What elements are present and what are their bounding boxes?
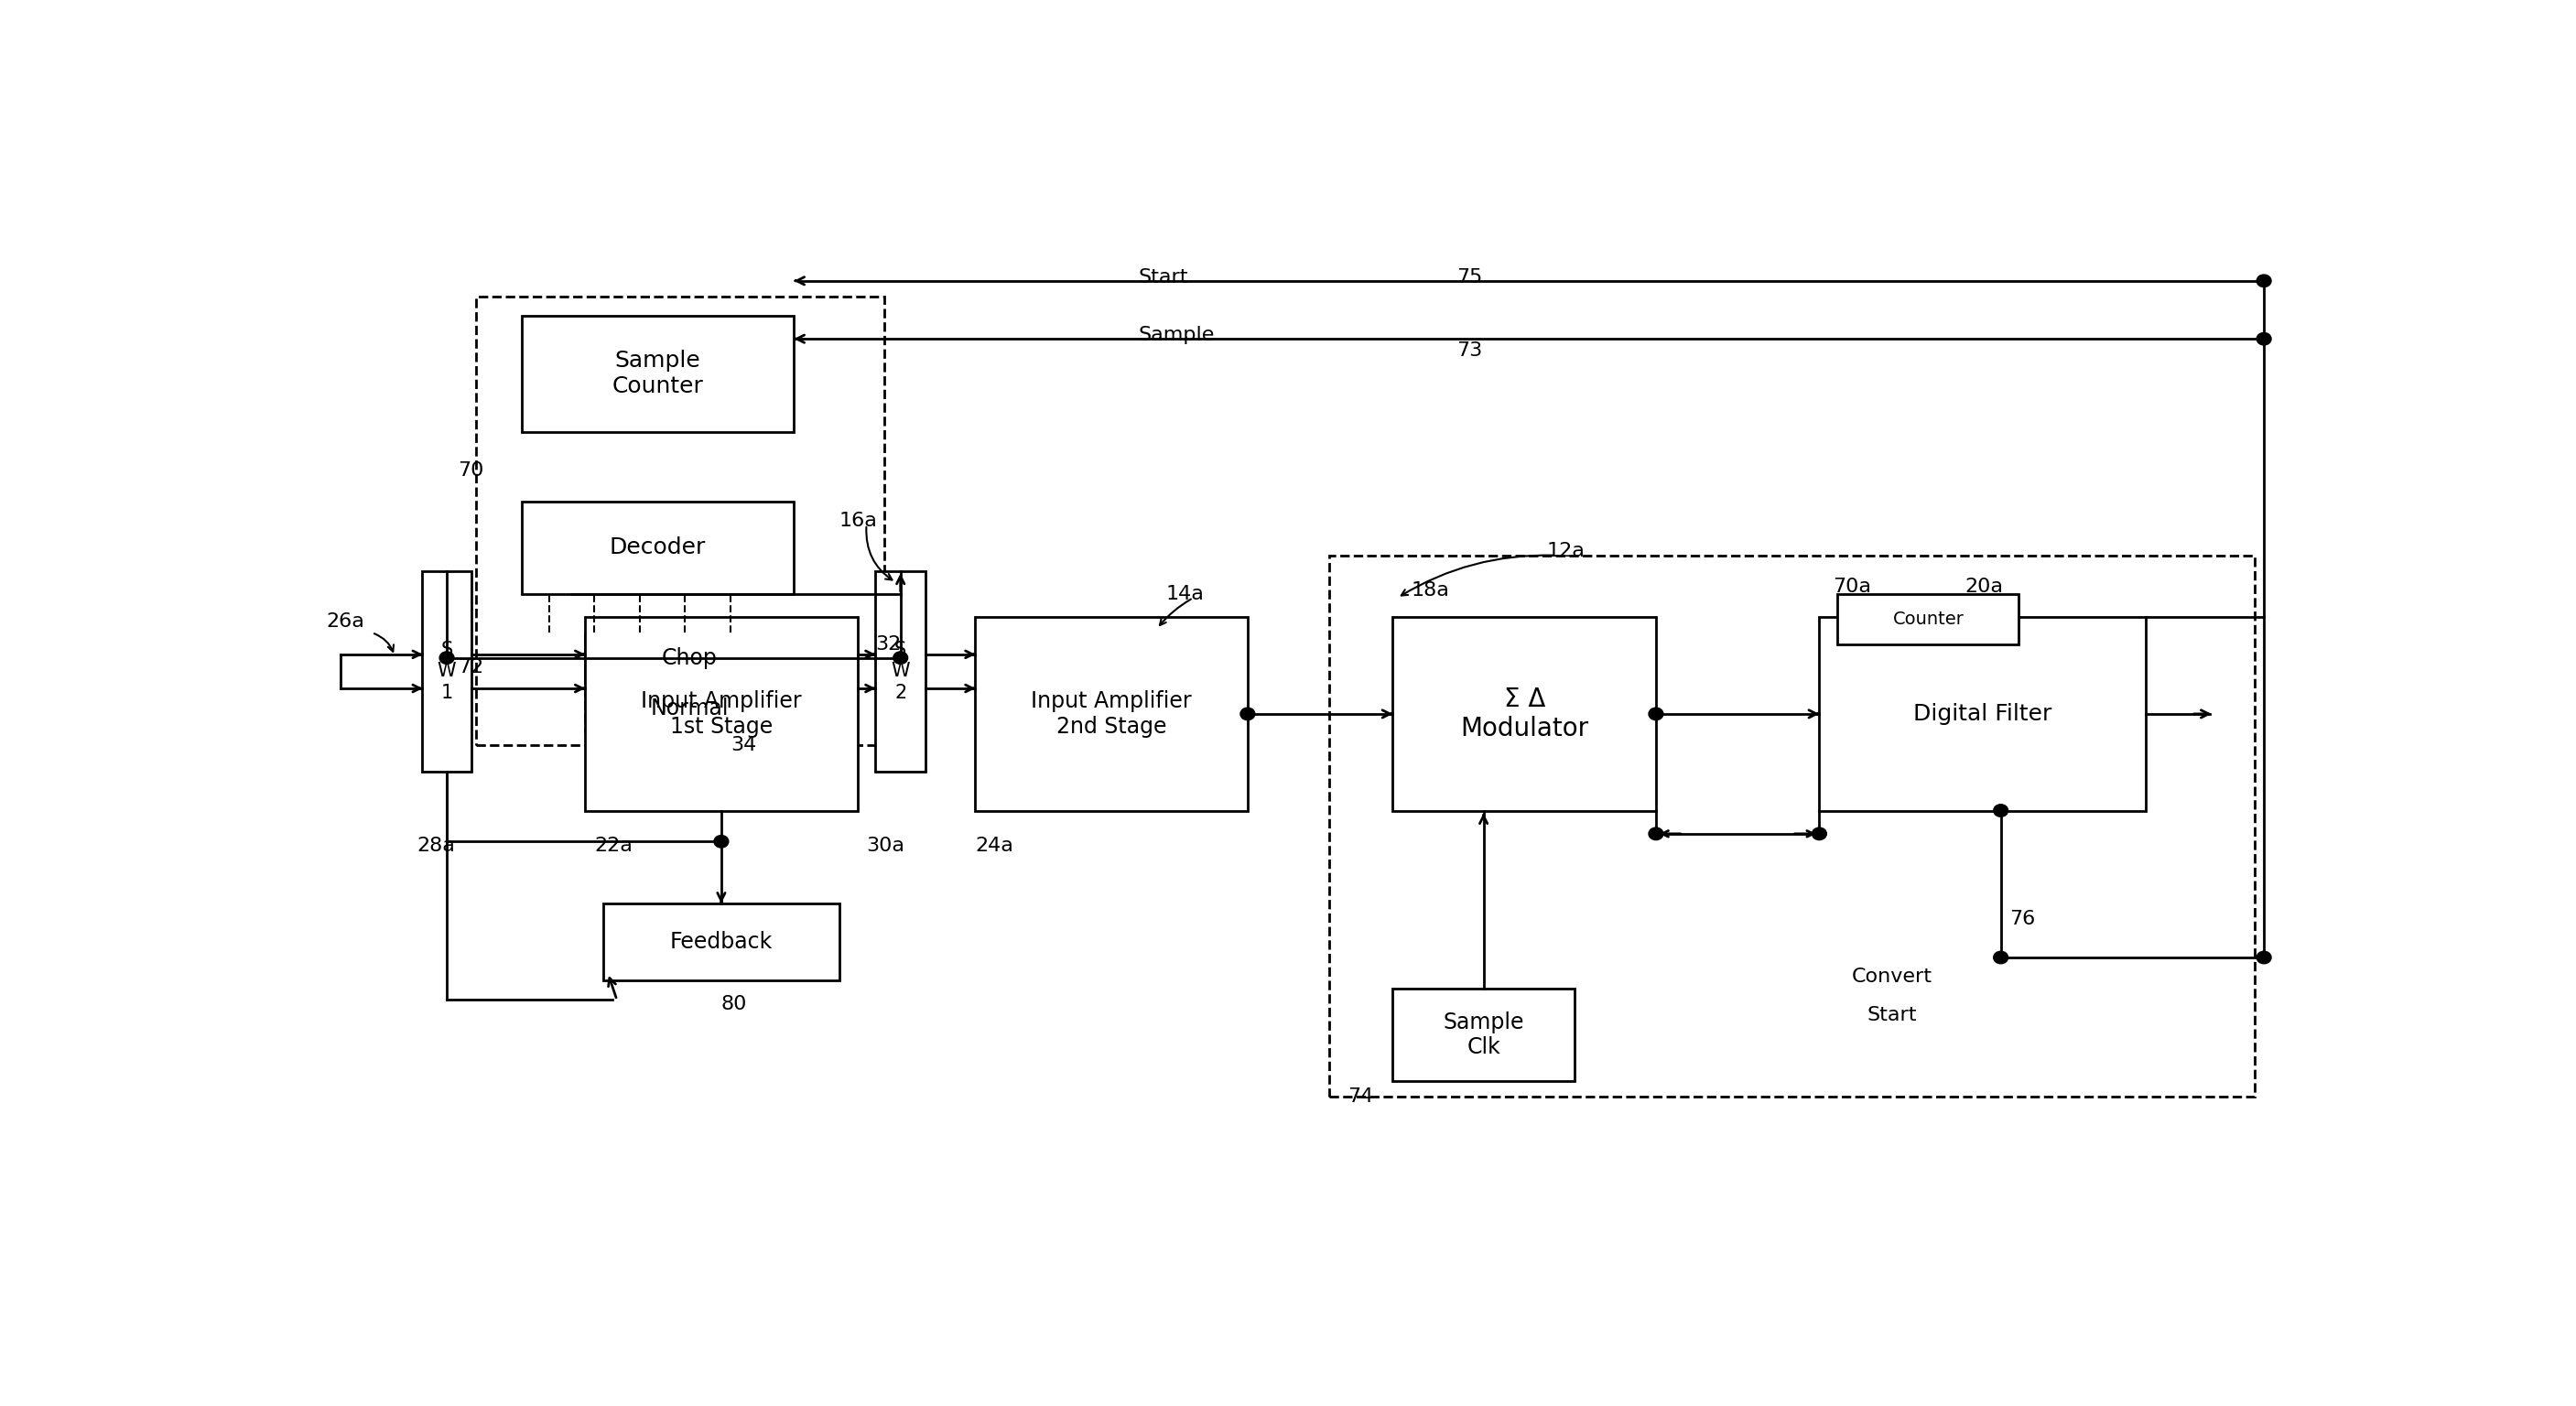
Text: Chop: Chop [662,647,716,669]
FancyBboxPatch shape [585,683,793,734]
FancyBboxPatch shape [585,633,793,683]
FancyBboxPatch shape [1837,595,2020,644]
Circle shape [1811,828,1826,839]
Text: 32: 32 [876,636,902,654]
Text: Start: Start [1139,267,1188,287]
Text: 16a: 16a [840,512,878,530]
Text: Feedback: Feedback [670,931,773,953]
Text: S
W
1: S W 1 [438,641,456,702]
Text: 30a: 30a [866,837,904,855]
Text: 75: 75 [1455,267,1481,287]
Text: Input Amplifier
2nd Stage: Input Amplifier 2nd Stage [1030,690,1193,738]
Text: S
W
2: S W 2 [891,641,909,702]
Text: Convert: Convert [1852,967,1932,986]
Circle shape [2257,952,2272,963]
Circle shape [714,835,729,848]
Text: Decoder: Decoder [611,537,706,558]
Text: 12a: 12a [1548,543,1584,561]
Text: 70a: 70a [1834,576,1870,596]
Text: Normal: Normal [649,697,729,718]
Circle shape [894,651,907,664]
Text: 70: 70 [459,461,484,479]
Text: Σ Δ
Modulator: Σ Δ Modulator [1461,686,1589,741]
FancyBboxPatch shape [876,571,925,772]
FancyBboxPatch shape [520,502,793,595]
FancyBboxPatch shape [1394,988,1574,1081]
FancyBboxPatch shape [1819,617,2146,810]
Text: 28a: 28a [417,837,456,855]
Text: 22a: 22a [595,837,634,855]
Text: Start: Start [1868,1007,1917,1025]
Text: Digital Filter: Digital Filter [1914,703,2053,725]
Text: 20a: 20a [1965,576,2004,596]
FancyBboxPatch shape [976,617,1247,810]
Text: 80: 80 [721,994,747,1014]
FancyBboxPatch shape [603,904,840,981]
Text: Counter: Counter [1893,610,1963,628]
Text: Sample
Counter: Sample Counter [613,350,703,398]
Text: 24a: 24a [976,837,1015,855]
FancyBboxPatch shape [520,316,793,432]
FancyBboxPatch shape [585,617,858,810]
FancyBboxPatch shape [1394,617,1656,810]
Text: Sample
Clk: Sample Clk [1443,1011,1525,1059]
Circle shape [2257,274,2272,287]
Circle shape [1649,707,1664,720]
Text: 74: 74 [1347,1087,1373,1107]
Text: 76: 76 [2009,910,2035,928]
Circle shape [1994,804,2009,817]
Circle shape [2257,333,2272,344]
Circle shape [1994,952,2009,963]
Circle shape [1649,828,1664,839]
Circle shape [1242,707,1255,720]
Text: 73: 73 [1455,342,1481,360]
Text: Sample: Sample [1139,326,1216,344]
Circle shape [440,651,453,664]
Text: 34: 34 [732,735,757,754]
FancyBboxPatch shape [422,571,471,772]
Text: Input Amplifier
1st Stage: Input Amplifier 1st Stage [641,690,801,738]
Text: 18a: 18a [1412,581,1450,599]
Text: 72: 72 [459,658,484,676]
Text: 14a: 14a [1167,585,1203,603]
Text: 26a: 26a [327,612,366,630]
